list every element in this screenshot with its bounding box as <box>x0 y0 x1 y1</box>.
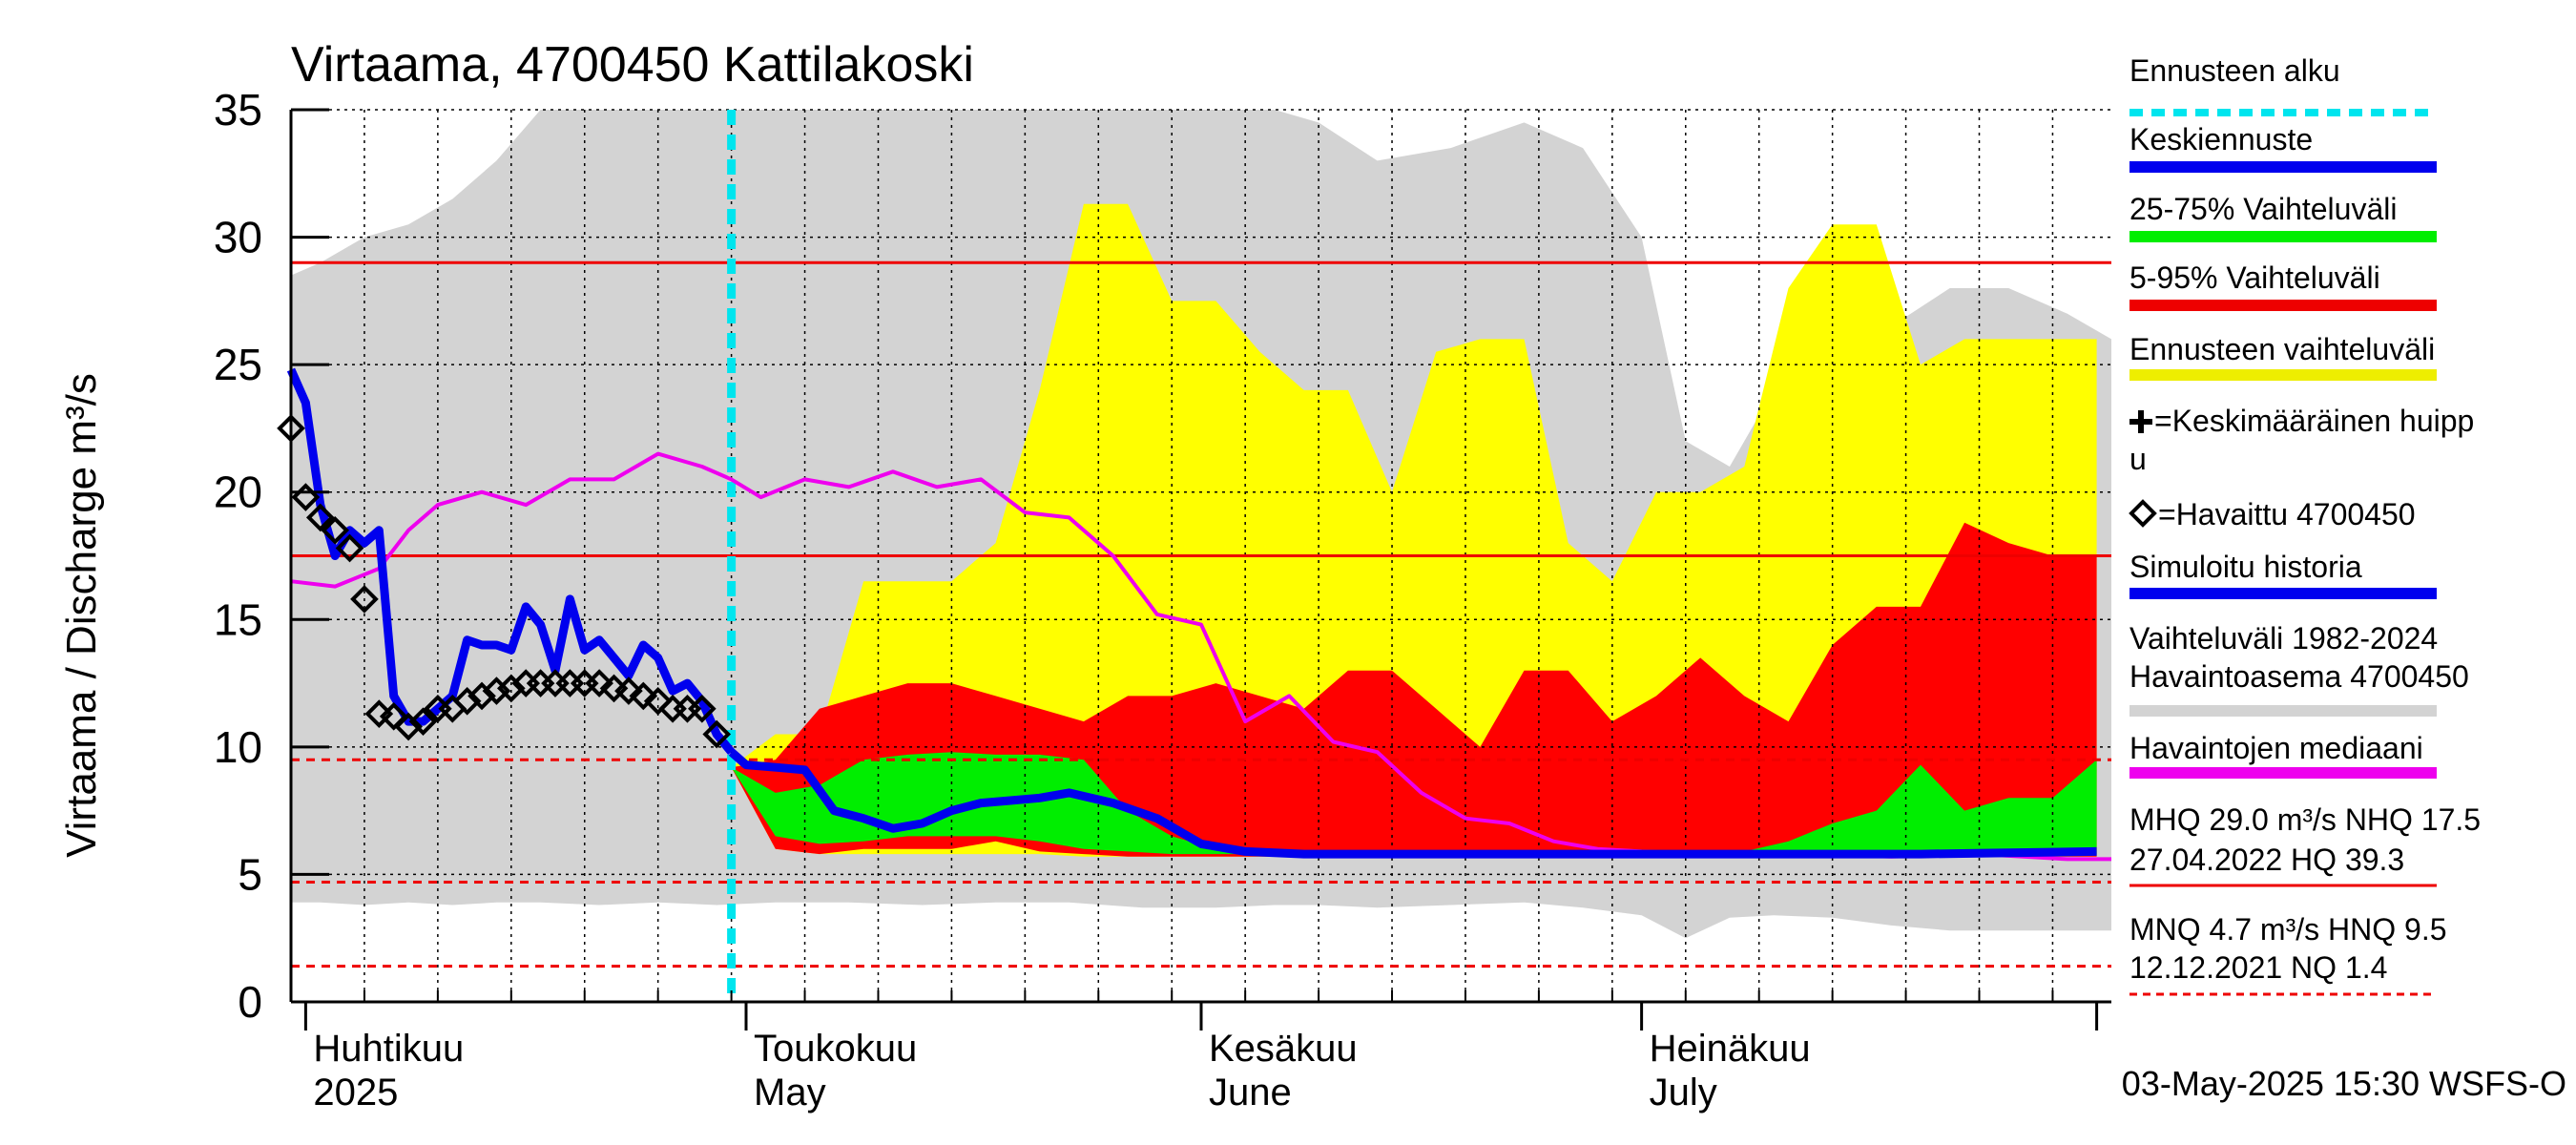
y-tick-label-25: 25 <box>214 340 262 389</box>
observed-point <box>614 677 643 705</box>
legend-item-havaittu-4700450-label: =Havaittu 4700450 <box>2158 497 2416 531</box>
legend-item-havaintojen-mediaani-label: Havaintojen mediaani <box>2129 731 2423 765</box>
observed-point <box>629 681 658 711</box>
observed-point <box>688 694 717 723</box>
axes: 05101520253035Huhtikuu2025ToukokuuMayKes… <box>214 85 2111 1114</box>
x-month-sublabel-huhtikuu: 2025 <box>313 1072 398 1114</box>
x-month-sublabel-toukokuu: May <box>754 1072 826 1114</box>
observed-point <box>408 707 438 736</box>
x-month-label-huhtikuu: Huhtikuu <box>313 1028 464 1070</box>
legend-item-vaihteluv-li-1982-2024-label2: Havaintoasema 4700450 <box>2129 659 2469 694</box>
observed-point <box>585 669 613 697</box>
legend-item-25-75-vaihteluv-li-label: 25-75% Vaihteluväli <box>2129 192 2397 226</box>
observed-point <box>452 686 482 716</box>
series-line-simuloitu-historia <box>286 367 736 756</box>
legend: Ennusteen alku Keskiennuste 25-75% Vaihtel… <box>2129 53 2481 996</box>
footer-timestamp: 03-May-2025 15:30 WSFS-O <box>2122 1064 2566 1103</box>
x-month-sublabel-hein-kuu: July <box>1650 1072 1717 1114</box>
legend-item-mnq-4-7-m-s-hnq-9-5-label2: 12.12.2021 NQ 1.4 <box>2129 950 2387 985</box>
legend-item-keskim-r-inen-huipp-label2: u <box>2129 442 2147 476</box>
band-layer <box>291 110 2111 939</box>
legend-item-ennusteen-alku-label: Ennusteen alku <box>2129 53 2340 88</box>
legend-item-mhq-29-0-m-s-nhq-17-5-label: MHQ 29.0 m³/s NHQ 17.5 <box>2129 802 2481 837</box>
legend-item-simuloitu-historia-label: Simuloitu historia <box>2129 550 2362 584</box>
x-month-sublabel-kes-kuu: June <box>1209 1072 1292 1114</box>
band-ennusteen-vaihteluv-li <box>731 203 2097 857</box>
y-tick-label-30: 30 <box>214 213 262 262</box>
y-tick-label-10: 10 <box>214 722 262 772</box>
observed-point <box>305 503 335 532</box>
observed-point <box>335 533 364 563</box>
x-month-label-toukokuu: Toukokuu <box>754 1028 917 1070</box>
y-tick-label-0: 0 <box>238 977 262 1027</box>
line-layer <box>286 367 2111 862</box>
observed-point <box>467 681 496 711</box>
observed-point <box>643 686 673 716</box>
legend-item-mhq-29-0-m-s-nhq-17-5-label2: 27.04.2022 HQ 39.3 <box>2129 843 2404 877</box>
observed-point <box>496 674 526 703</box>
y-tick-label-15: 15 <box>214 594 262 644</box>
legend-item-keskiennuste-label: Keskiennuste <box>2129 122 2313 156</box>
legend-item-mnq-4-7-m-s-hnq-9-5-label: MNQ 4.7 m³/s HNQ 9.5 <box>2129 912 2447 947</box>
y-tick-label-5: 5 <box>238 849 262 899</box>
plus-icon <box>2129 410 2152 433</box>
x-month-label-hein-kuu: Heinäkuu <box>1650 1028 1811 1070</box>
chart-title: Virtaama, 4700450 Kattilakoski <box>291 37 974 93</box>
y-axis-label: Virtaama / Discharge m³/s <box>58 373 105 858</box>
legend-item-vaihteluv-li-1982-2024-label: Vaihteluväli 1982-2024 <box>2129 621 2438 656</box>
observed-point <box>394 712 423 741</box>
reference-lines <box>291 110 2111 1002</box>
y-tick-label-35: 35 <box>214 85 262 135</box>
x-month-label-kes-kuu: Kesäkuu <box>1209 1028 1358 1070</box>
band-25-75-vaihteluv-li <box>731 752 2097 855</box>
observed-point <box>482 677 511 705</box>
observed-point <box>350 585 379 614</box>
legend-item-keskim-r-inen-huipp-label: =Keskimääräinen huipp <box>2154 404 2474 438</box>
legend-item-5-95-vaihteluv-li-label: 5-95% Vaihteluväli <box>2129 260 2380 295</box>
observed-point <box>702 719 732 749</box>
y-tick-label-20: 20 <box>214 468 262 517</box>
observed-point <box>379 701 408 731</box>
legend-item-ennusteen-vaihteluv-li-label: Ennusteen vaihteluväli <box>2129 332 2435 366</box>
diamond-icon <box>2129 499 2157 528</box>
series-line-keskiennuste <box>728 748 2097 859</box>
observed-point <box>321 515 349 545</box>
